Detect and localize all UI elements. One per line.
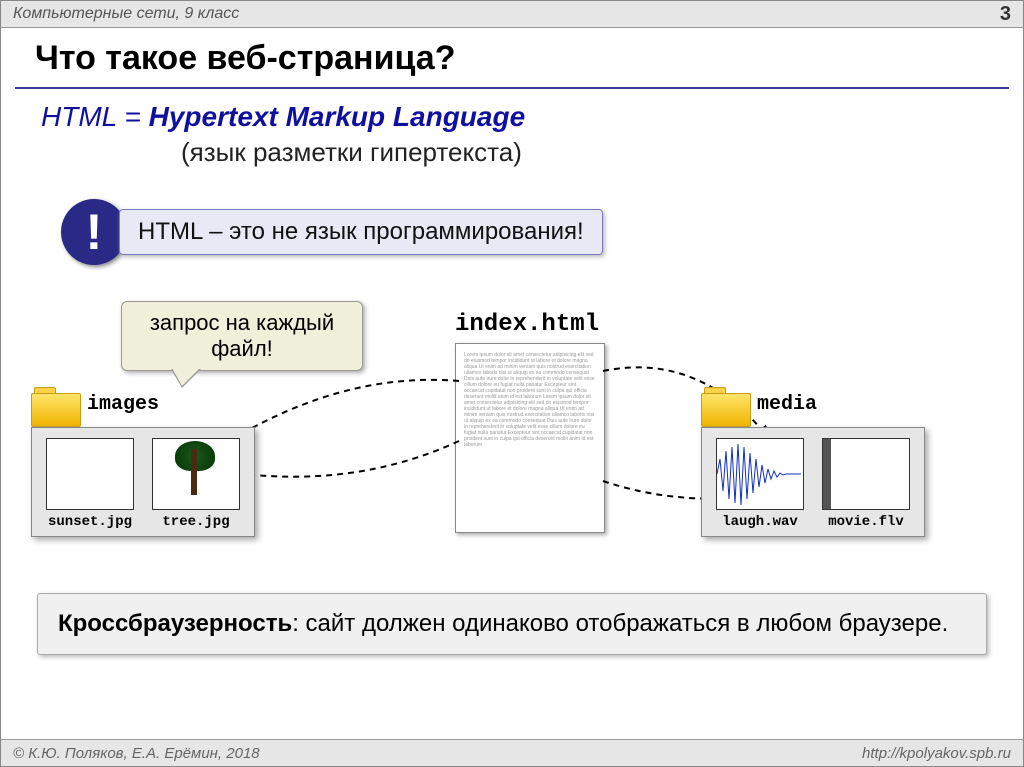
- speech-bubble: запрос на каждый файл!: [121, 301, 363, 371]
- thumb-movie: movie.flv: [822, 438, 910, 530]
- footer-url: http://kpolyakov.spb.ru: [862, 745, 1011, 762]
- tree-caption: tree.jpg: [162, 514, 229, 530]
- sunset-caption: sunset.jpg: [48, 514, 132, 530]
- index-html-label: index.html: [455, 311, 599, 338]
- page-number: 3: [1000, 3, 1011, 26]
- thumb-sunset: sunset.jpg: [46, 438, 134, 530]
- page-title: Что такое веб-страница?: [35, 39, 455, 78]
- note-term: Кроссбраузерность: [58, 610, 292, 637]
- laugh-caption: laugh.wav: [722, 514, 798, 530]
- folder-icon-images: [31, 387, 79, 425]
- slide: { "header":{"left":"Компьютерные сети, 9…: [0, 0, 1024, 767]
- footer-bar: © К.Ю. Поляков, Е.А. Ерёмин, 2018 http:/…: [1, 739, 1023, 766]
- folder-icon-media: [701, 387, 749, 425]
- warning-callout: ! HTML – это не язык программирования!: [61, 199, 603, 265]
- images-panel: sunset.jpg tree.jpg: [31, 427, 255, 537]
- crossbrowser-note: Кроссбраузерность: сайт должен одинаково…: [37, 593, 987, 655]
- warning-text: HTML – это не язык программирования!: [119, 209, 603, 255]
- folder-label-media: media: [757, 393, 817, 416]
- movie-caption: movie.flv: [828, 514, 904, 530]
- folder-label-images: images: [87, 393, 159, 416]
- waveform-icon: [716, 438, 804, 510]
- html-expansion: HTML = Hypertext Markup Language: [41, 101, 525, 133]
- header-left: Компьютерные сети, 9 класс: [13, 5, 239, 23]
- note-rest: : сайт должен одинаково отображаться в л…: [292, 610, 948, 637]
- footer-copyright: © К.Ю. Поляков, Е.А. Ерёмин, 2018: [13, 745, 260, 762]
- sunset-image-icon: [46, 438, 134, 510]
- exclamation-icon: !: [61, 199, 127, 265]
- thumb-tree: tree.jpg: [152, 438, 240, 530]
- html-document-icon: Lorem ipsum dolor sit amet consectetur a…: [455, 343, 605, 533]
- thumb-laugh: laugh.wav: [716, 438, 804, 530]
- media-panel: laugh.wav movie.flv: [701, 427, 925, 537]
- header-bar: Компьютерные сети, 9 класс 3: [1, 1, 1023, 28]
- movie-thumb-icon: [822, 438, 910, 510]
- title-rule: [15, 87, 1009, 89]
- html-translation: (язык разметки гипертекста): [181, 137, 522, 168]
- tree-image-icon: [152, 438, 240, 510]
